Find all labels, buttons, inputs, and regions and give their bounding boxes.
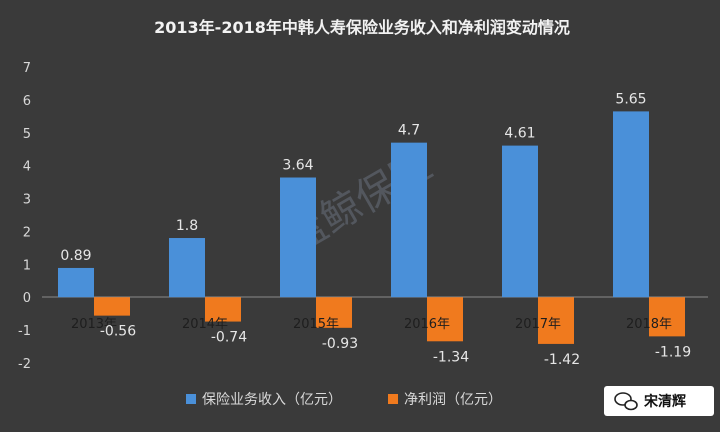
legend-swatch-revenue [186,394,196,404]
legend-label-revenue: 保险业务收入（亿元） [202,392,342,408]
y-tick-label: 6 [23,94,31,109]
bars [58,111,685,344]
x-category-label: 2015年 [293,317,339,332]
y-tick-label: -2 [18,357,31,372]
bar-net-profit [94,297,130,316]
category-labels: 2013年 2014年 2015年 2016年 2017年 2018年 [71,317,672,332]
data-label-revenue: 1.8 [176,218,198,234]
data-label-revenue: 0.89 [60,248,91,264]
x-category-label: 2014年 [182,317,228,332]
legend-label-profit: 净利润（亿元） [404,392,502,408]
bar-revenue [169,238,205,298]
y-tick-label: 5 [23,127,31,142]
bar-revenue [613,111,649,298]
x-category-label: 2017年 [515,317,561,332]
chart-title: 2013年-2018年中韩人寿保险业务收入和净利润变动情况 [154,18,570,37]
bar-revenue [391,142,427,298]
x-category-label: 2018年 [626,317,672,332]
data-label-revenue: 4.7 [398,123,420,139]
x-category-label: 2013年 [71,317,117,332]
bar-net-profit [538,297,574,344]
source-badge-text: 宋清辉 [643,393,686,410]
bar-net-profit [427,297,463,342]
legend-swatch-profit [388,394,398,404]
data-label-revenue: 3.64 [282,158,313,174]
data-labels: 0.89 -0.56 1.8 -0.74 3.64 -0.93 4.7 -1.34 4.61 -1… [60,91,691,368]
legend: 保险业务收入（亿元） 净利润（亿元） [186,392,502,408]
data-label-revenue: 4.61 [504,126,535,142]
bar-revenue [280,177,316,298]
y-tick-label: 1 [23,258,31,273]
data-label-net-profit: -0.56 [100,324,136,340]
bar-net-profit [649,297,685,337]
x-category-label: 2016年 [404,317,450,332]
y-tick-label: 3 [23,193,31,208]
data-label-net-profit: -1.34 [433,349,469,365]
data-label-net-profit: -0.74 [211,330,247,346]
data-label-revenue: 5.65 [615,91,646,107]
data-label-net-profit: -0.93 [322,336,358,352]
source-badge: 宋清辉 [604,386,714,416]
y-tick-label: 2 [23,225,31,240]
y-tick-label: 7 [23,61,31,76]
wechat-icon [614,392,638,411]
bar-net-profit [205,297,241,322]
y-tick-label: 4 [23,160,31,175]
bar-revenue [58,267,94,298]
y-tick-label: -1 [18,324,31,339]
bar-revenue [502,145,538,298]
y-axis: -2 -1 0 1 2 3 4 5 6 7 [18,61,31,372]
bar-net-profit [316,297,352,328]
data-label-net-profit: -1.42 [544,352,580,368]
data-label-net-profit: -1.19 [655,344,691,360]
y-tick-label: 0 [23,291,31,306]
